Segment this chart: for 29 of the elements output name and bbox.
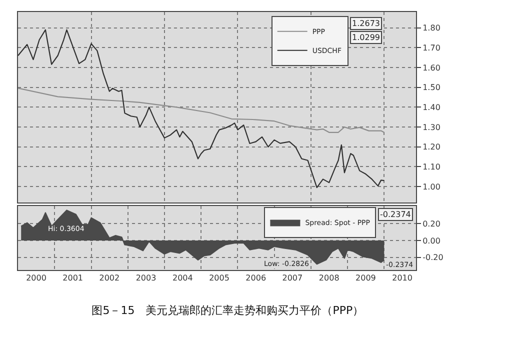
x-tick-label: 2004	[172, 274, 193, 283]
x-tick-label: 2005	[209, 274, 230, 283]
annotation: 1.0299	[352, 33, 380, 42]
line-series	[18, 29, 385, 188]
x-tick-label: 2001	[62, 274, 83, 283]
x-tick-label: 2000	[26, 274, 46, 283]
y-tick-label: 1.70	[422, 44, 440, 52]
line-series	[18, 88, 385, 133]
x-tick-label: 2008	[318, 274, 340, 283]
y-tick-label: 1.50	[422, 83, 440, 92]
y-tick-label: -0.20	[422, 253, 444, 262]
y-tick-label: 0.20	[422, 219, 440, 228]
y-tick-label: 1.20	[422, 142, 440, 152]
y-tick-label: 1.30	[422, 122, 440, 132]
y-tick-label: 1.00	[422, 182, 440, 192]
x-tick-label: 2007	[282, 274, 303, 283]
x-tick-label: 2009	[356, 274, 376, 283]
annotation: 1.2673	[352, 19, 380, 28]
y-tick-label: 1.40	[422, 103, 440, 112]
y-tick-label: 0.00	[422, 236, 440, 246]
text: 图5－15 美元兑瑞郎的汇率走势和购买力平价（PPP）	[92, 304, 364, 317]
annotation: -0.2374	[380, 210, 411, 219]
y-tick-label: 1.60	[422, 63, 440, 72]
x-tick-label: 2010	[392, 274, 412, 283]
y-tick-label: 1.80	[422, 24, 440, 33]
x-tick-label: 2002	[99, 274, 120, 283]
x-tick-label: 2003	[136, 274, 156, 283]
x-tick-label: 2006	[246, 274, 266, 283]
y-tick-label: 1.10	[422, 162, 440, 172]
